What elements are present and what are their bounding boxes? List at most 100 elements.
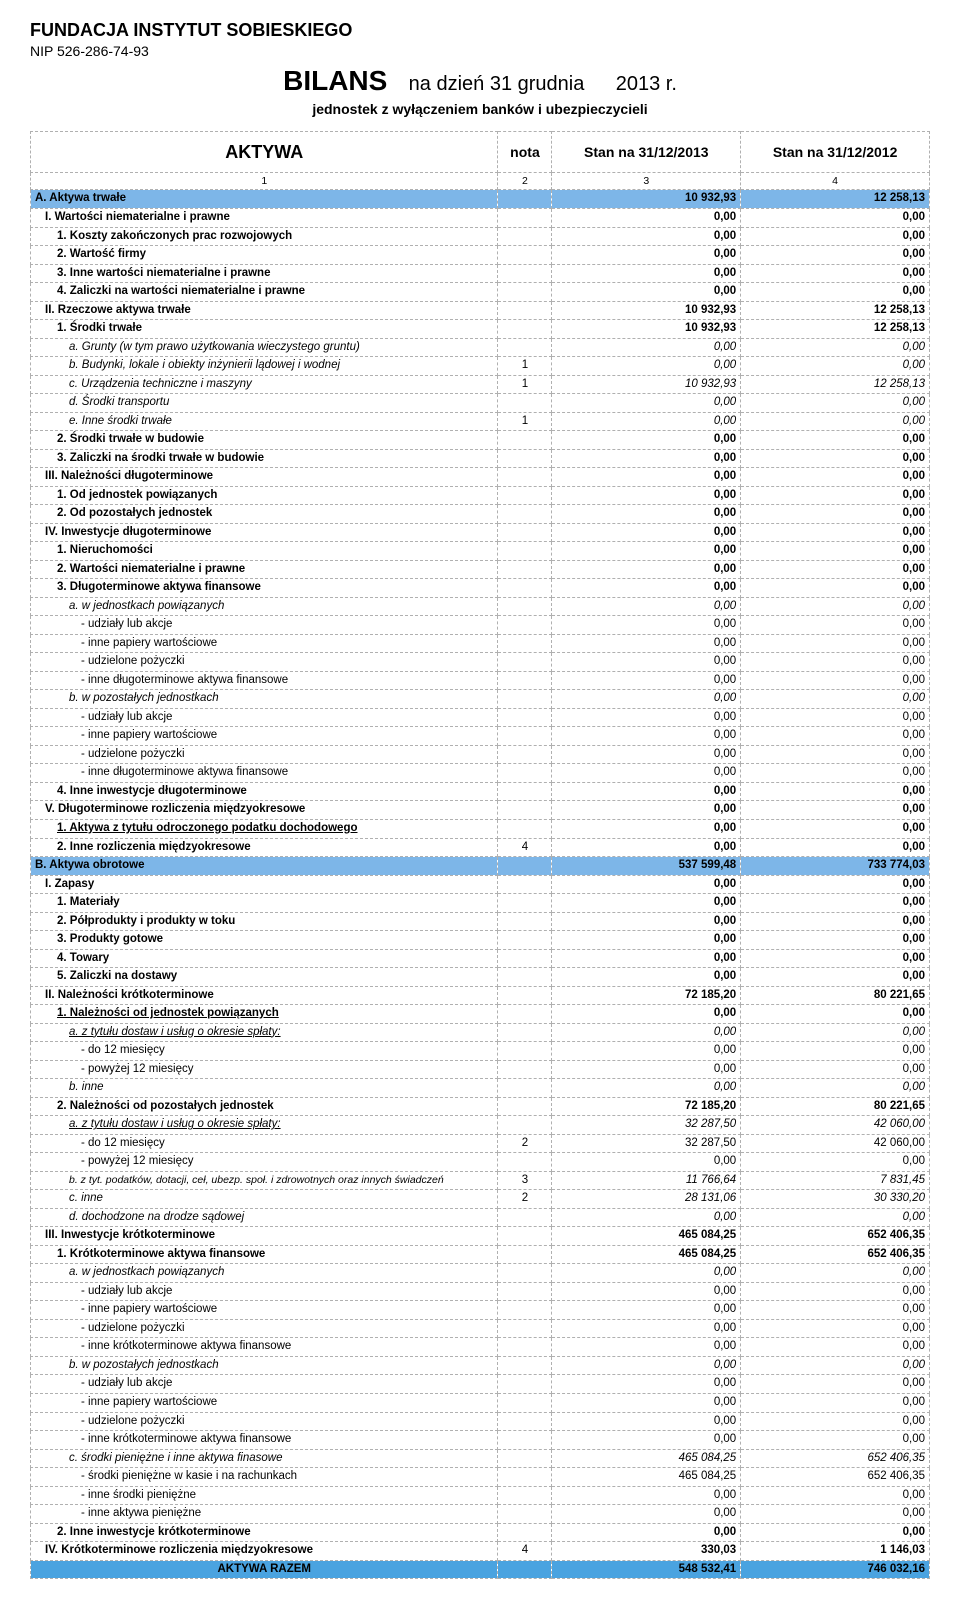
row-label: - inne aktywa pieniężne	[31, 1505, 498, 1524]
row-nota	[498, 1356, 552, 1375]
row-label: a. w jednostkach powiązanych	[31, 1264, 498, 1283]
table-row: - udziały lub akcje0,000,00	[31, 1282, 930, 1301]
table-row: 2. Inne rozliczenia międzyokresowe40,000…	[31, 838, 930, 857]
row-nota: 1	[498, 357, 552, 376]
row-value-2013: 0,00	[552, 968, 741, 987]
table-row: e. Inne środki trwałe10,000,00	[31, 412, 930, 431]
row-value-2012: 652 406,35	[741, 1245, 930, 1264]
row-label: IV. Inwestycje długoterminowe	[31, 523, 498, 542]
row-value-2012: 0,00	[741, 1079, 930, 1098]
table-row: II. Należności krótkoterminowe72 185,208…	[31, 986, 930, 1005]
row-nota	[498, 690, 552, 709]
row-value-2012: 0,00	[741, 246, 930, 265]
row-value-2013: 0,00	[552, 1412, 741, 1431]
row-nota	[498, 1523, 552, 1542]
row-nota	[498, 857, 552, 876]
row-label: a. Grunty (w tym prawo użytkowania wiecz…	[31, 338, 498, 357]
table-row: - inne papiery wartościowe0,000,00	[31, 1301, 930, 1320]
row-value-2013: 0,00	[552, 449, 741, 468]
table-row: - inne środki pieniężne0,000,00	[31, 1486, 930, 1505]
row-nota	[498, 894, 552, 913]
row-value-2013: 0,00	[552, 227, 741, 246]
row-value-2012: 652 406,35	[741, 1227, 930, 1246]
row-value-2012: 0,00	[741, 1393, 930, 1412]
table-row: - udziały lub akcje0,000,00	[31, 616, 930, 635]
row-value-2013: 330,03	[552, 1542, 741, 1561]
table-row: 2. Wartości niematerialne i prawne0,000,…	[31, 560, 930, 579]
col-2013-header: Stan na 31/12/2013	[552, 132, 741, 173]
row-label: 1. Od jednostek powiązanych	[31, 486, 498, 505]
row-value-2012: 12 258,13	[741, 190, 930, 209]
table-row: 1. Materiały0,000,00	[31, 894, 930, 913]
row-nota	[498, 1097, 552, 1116]
table-row: - udzielone pożyczki0,000,00	[31, 1412, 930, 1431]
row-label: 1. Należności od jednostek powiązanych	[31, 1005, 498, 1024]
row-label: 2. Półprodukty i produkty w toku	[31, 912, 498, 931]
row-value-2012: 0,00	[741, 283, 930, 302]
column-number-row: 1 2 3 4	[31, 173, 930, 190]
row-value-2012: 0,00	[741, 708, 930, 727]
row-nota	[498, 653, 552, 672]
row-value-2012: 0,00	[741, 208, 930, 227]
row-value-2013: 0,00	[552, 1319, 741, 1338]
row-nota	[498, 1060, 552, 1079]
doc-date: na dzień 31 grudnia	[409, 73, 585, 95]
row-value-2013: 465 084,25	[552, 1449, 741, 1468]
row-nota	[498, 634, 552, 653]
row-label: 4. Towary	[31, 949, 498, 968]
table-row: - do 12 miesięcy0,000,00	[31, 1042, 930, 1061]
document-header: FUNDACJA INSTYTUT SOBIESKIEGO NIP 526-28…	[30, 20, 930, 117]
row-value-2012: 0,00	[741, 801, 930, 820]
row-nota	[498, 542, 552, 561]
row-label: - inne krótkoterminowe aktywa finansowe	[31, 1431, 498, 1450]
row-value-2013: 548 532,41	[552, 1560, 741, 1579]
row-label: - udziały lub akcje	[31, 1282, 498, 1301]
colnum-1: 1	[31, 173, 498, 190]
row-nota	[498, 1282, 552, 1301]
row-nota	[498, 468, 552, 487]
row-value-2013: 465 084,25	[552, 1245, 741, 1264]
table-row: - inne papiery wartościowe0,000,00	[31, 634, 930, 653]
row-value-2012: 0,00	[741, 357, 930, 376]
row-value-2012: 0,00	[741, 764, 930, 783]
row-value-2013: 10 932,93	[552, 301, 741, 320]
row-value-2013: 0,00	[552, 523, 741, 542]
row-value-2013: 0,00	[552, 1264, 741, 1283]
table-row: II. Rzeczowe aktywa trwałe10 932,9312 25…	[31, 301, 930, 320]
table-row: c. Urządzenia techniczne i maszyny110 93…	[31, 375, 930, 394]
colnum-3: 3	[552, 173, 741, 190]
row-value-2012: 0,00	[741, 431, 930, 450]
row-label: d. dochodzone na drodze sądowej	[31, 1208, 498, 1227]
nip-number: NIP 526-286-74-93	[30, 43, 930, 59]
row-value-2013: 0,00	[552, 1079, 741, 1098]
row-nota	[498, 1301, 552, 1320]
row-value-2012: 0,00	[741, 745, 930, 764]
row-nota	[498, 505, 552, 524]
table-row: 3. Długoterminowe aktywa finansowe0,000,…	[31, 579, 930, 598]
row-label: c. inne	[31, 1190, 498, 1209]
row-label: - inne krótkoterminowe aktywa finansowe	[31, 1338, 498, 1357]
row-value-2013: 0,00	[552, 931, 741, 950]
row-value-2013: 0,00	[552, 1208, 741, 1227]
row-value-2012: 0,00	[741, 486, 930, 505]
row-value-2012: 0,00	[741, 579, 930, 598]
table-row: - udzielone pożyczki0,000,00	[31, 653, 930, 672]
row-label: - inne papiery wartościowe	[31, 1393, 498, 1412]
row-label: a. z tytułu dostaw i usług o okresie spł…	[31, 1116, 498, 1135]
table-row: B. Aktywa obrotowe537 599,48733 774,03	[31, 857, 930, 876]
row-nota: 3	[498, 1171, 552, 1190]
row-value-2012: 0,00	[741, 671, 930, 690]
table-row: 3. Inne wartości niematerialne i prawne0…	[31, 264, 930, 283]
row-value-2012: 0,00	[741, 894, 930, 913]
row-label: - udziały lub akcje	[31, 708, 498, 727]
row-value-2013: 32 287,50	[552, 1116, 741, 1135]
row-value-2012: 0,00	[741, 1153, 930, 1172]
row-value-2012: 80 221,65	[741, 1097, 930, 1116]
row-value-2012: 0,00	[741, 875, 930, 894]
row-value-2013: 28 131,06	[552, 1190, 741, 1209]
row-value-2012: 652 406,35	[741, 1449, 930, 1468]
row-value-2012: 0,00	[741, 1282, 930, 1301]
row-value-2012: 0,00	[741, 394, 930, 413]
table-row: - udziały lub akcje0,000,00	[31, 708, 930, 727]
row-value-2013: 537 599,48	[552, 857, 741, 876]
